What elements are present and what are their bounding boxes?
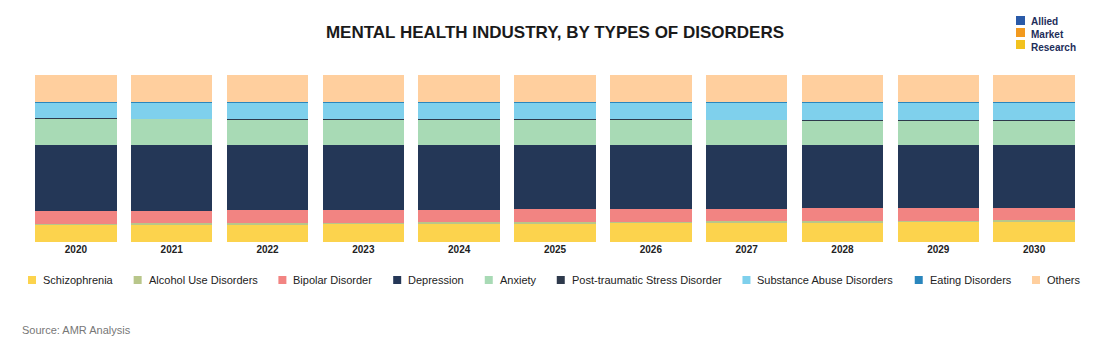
svg-text:Bipolar Disorder: Bipolar Disorder — [293, 274, 372, 286]
svg-text:2028: 2028 — [831, 244, 854, 255]
svg-text:2021: 2021 — [161, 244, 184, 255]
svg-text:Schizophrenia: Schizophrenia — [43, 274, 114, 286]
svg-text:MENTAL HEALTH INDUSTRY, BY TYP: MENTAL HEALTH INDUSTRY, BY TYPES OF DISO… — [326, 23, 784, 42]
svg-text:Eating Disorders: Eating Disorders — [930, 274, 1012, 286]
svg-text:Depression: Depression — [408, 274, 464, 286]
svg-text:2029: 2029 — [927, 244, 950, 255]
svg-text:Others: Others — [1047, 274, 1081, 286]
svg-text:2030: 2030 — [1023, 244, 1046, 255]
svg-text:2022: 2022 — [256, 244, 279, 255]
svg-text:Substance Abuse Disorders: Substance Abuse Disorders — [757, 274, 893, 286]
svg-text:Anxiety: Anxiety — [500, 274, 537, 286]
svg-text:2024: 2024 — [448, 244, 471, 255]
svg-text:2023: 2023 — [352, 244, 375, 255]
svg-text:AlliedMarketResearch: AlliedMarketResearch — [1031, 16, 1076, 53]
svg-text:Alcohol Use Disorders: Alcohol Use Disorders — [149, 274, 258, 286]
svg-text:2025: 2025 — [544, 244, 567, 255]
svg-text:2020: 2020 — [65, 244, 88, 255]
svg-text:Source: AMR Analysis: Source: AMR Analysis — [22, 324, 131, 336]
svg-text:2027: 2027 — [736, 244, 759, 255]
svg-text:2026: 2026 — [640, 244, 663, 255]
svg-text:Post-traumatic Stress Disorder: Post-traumatic Stress Disorder — [572, 274, 722, 286]
